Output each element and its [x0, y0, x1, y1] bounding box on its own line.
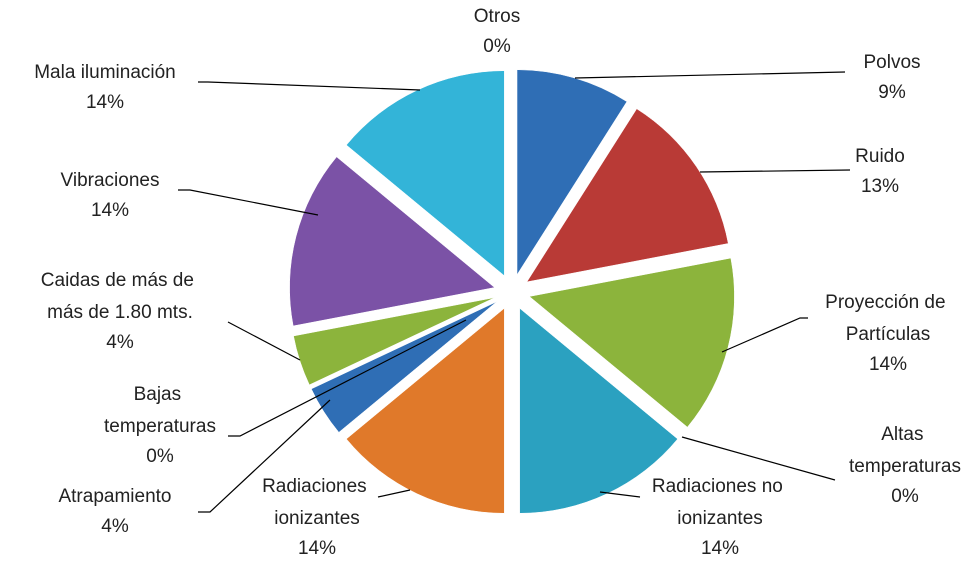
label-line: Otros	[474, 6, 520, 27]
label-line: Partículas	[846, 324, 930, 345]
pie-slice	[310, 301, 497, 433]
slice-label: Mala iluminación	[34, 62, 176, 83]
slice-label: Radiaciones ionizantes	[262, 476, 372, 529]
label-line: Bajas	[134, 384, 187, 405]
value-label: 13%	[861, 176, 899, 197]
pie-slice	[289, 156, 496, 327]
pie-slice	[293, 297, 495, 386]
pie-slice	[526, 108, 729, 283]
label-line: Radiaciones	[262, 476, 372, 497]
pie-slice	[310, 299, 496, 388]
slice-label: Polvos	[863, 52, 920, 73]
pie-slice	[516, 69, 628, 276]
pie-slice	[346, 307, 505, 514]
label-line: ionizantes	[274, 508, 360, 529]
value-label: 0%	[891, 486, 919, 507]
value-label: 14%	[869, 354, 907, 375]
value-label: 0%	[483, 36, 511, 57]
value-label: 4%	[106, 332, 134, 353]
slice-label: Radiaciones no ionizantes	[652, 476, 788, 529]
pie-slice	[525, 303, 684, 435]
slice-label: Ruido	[855, 146, 905, 167]
label-line: Altas	[881, 424, 929, 445]
leader-line	[574, 71, 846, 79]
leader-line	[228, 319, 467, 437]
label-line: Vibraciones	[61, 170, 160, 191]
leader-line	[377, 489, 411, 498]
value-label: 14%	[91, 200, 129, 221]
label-line: Caidas de más de	[41, 270, 199, 291]
pie-slice	[528, 257, 735, 428]
slice-label: Vibraciones	[61, 170, 160, 191]
leader-line	[198, 81, 421, 91]
leader-line	[721, 317, 808, 353]
label-line: Ruido	[855, 146, 905, 167]
value-label: 0%	[146, 446, 174, 467]
leader-line	[198, 399, 331, 513]
label-line: Atrapamiento	[58, 486, 171, 507]
leader-line	[178, 189, 319, 216]
label-line: Proyección de	[825, 292, 951, 313]
label-line: temperaturas	[849, 456, 961, 477]
pie-slice	[519, 307, 678, 514]
value-label: 4%	[101, 516, 129, 537]
leader-line	[681, 436, 836, 481]
slice-label: Caidas de más de más de 1.80 mts.	[41, 270, 199, 323]
leader-line	[599, 491, 641, 498]
slice-label: Proyección de Partículas	[825, 292, 951, 345]
value-label: 14%	[86, 92, 124, 113]
slice-label: Bajas temperaturas	[104, 384, 216, 437]
label-line: Polvos	[863, 52, 920, 73]
leader-line	[699, 169, 851, 173]
label-line: ionizantes	[677, 508, 763, 529]
label-line: Radiaciones no	[652, 476, 788, 497]
label-line: temperaturas	[104, 416, 216, 437]
slice-label: Otros	[474, 6, 520, 27]
label-line: más de 1.80 mts.	[47, 302, 193, 323]
slice-label: Atrapamiento	[58, 486, 171, 507]
leader-line	[227, 321, 301, 361]
value-label: 9%	[878, 82, 906, 103]
value-label: 14%	[298, 538, 336, 559]
slice-label: Altas temperaturas	[849, 424, 961, 477]
label-line: Mala iluminación	[34, 62, 176, 83]
value-label: 14%	[701, 538, 739, 559]
